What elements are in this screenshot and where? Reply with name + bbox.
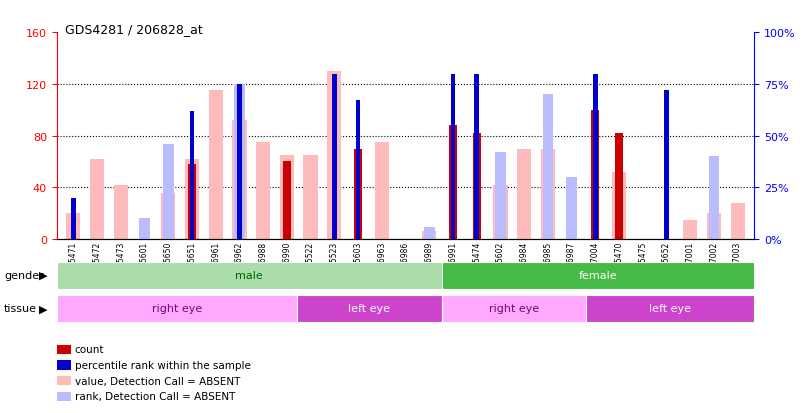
Bar	[706, 214, 721, 240]
Bar	[586, 295, 754, 322]
Bar	[493, 185, 508, 240]
Text: female: female	[578, 271, 617, 281]
Bar	[280, 156, 294, 240]
Bar	[709, 157, 719, 240]
Text: percentile rank within the sample: percentile rank within the sample	[75, 360, 251, 370]
Bar	[234, 85, 245, 240]
Text: gender: gender	[4, 271, 44, 280]
Bar	[237, 85, 242, 240]
Bar	[591, 110, 599, 240]
Text: count: count	[75, 344, 104, 354]
Bar	[448, 126, 457, 240]
Bar	[298, 295, 441, 322]
Bar	[71, 198, 75, 240]
Bar	[731, 204, 744, 240]
Text: left eye: left eye	[349, 304, 390, 314]
Text: right eye: right eye	[152, 304, 202, 314]
Bar	[424, 227, 435, 240]
Text: value, Detection Call = ABSENT: value, Detection Call = ABSENT	[75, 376, 240, 386]
Bar	[566, 178, 577, 240]
Bar	[303, 156, 318, 240]
Bar	[541, 149, 555, 240]
Bar	[332, 74, 337, 240]
Text: left eye: left eye	[649, 304, 691, 314]
Bar	[90, 159, 105, 240]
Text: ▶: ▶	[39, 304, 47, 313]
Bar	[208, 91, 223, 240]
Bar	[67, 214, 80, 240]
Bar	[356, 101, 360, 240]
Bar	[611, 173, 626, 240]
Text: tissue: tissue	[4, 304, 37, 313]
Bar	[57, 262, 441, 289]
Bar	[163, 145, 174, 240]
Bar	[139, 219, 150, 240]
Bar	[422, 232, 436, 240]
Bar	[188, 165, 196, 240]
Bar	[375, 143, 389, 240]
Bar	[441, 295, 586, 322]
Bar	[473, 134, 481, 240]
Bar	[451, 74, 455, 240]
Bar	[114, 185, 128, 240]
Bar	[57, 295, 298, 322]
Bar	[615, 134, 623, 240]
Bar	[441, 262, 754, 289]
Text: GDS4281 / 206828_at: GDS4281 / 206828_at	[65, 23, 203, 36]
Bar	[190, 112, 195, 240]
Bar	[543, 95, 553, 240]
Text: ▶: ▶	[39, 271, 47, 280]
Bar	[683, 220, 697, 240]
Bar	[593, 74, 598, 240]
Text: rank, Detection Call = ABSENT: rank, Detection Call = ABSENT	[75, 392, 235, 401]
Bar	[474, 74, 479, 240]
Bar	[354, 149, 363, 240]
Bar	[495, 153, 506, 240]
Bar	[232, 121, 247, 240]
Text: right eye: right eye	[488, 304, 539, 314]
Text: male: male	[235, 271, 263, 281]
Bar	[256, 143, 270, 240]
Bar	[283, 162, 291, 240]
Bar	[161, 193, 175, 240]
Bar	[517, 149, 531, 240]
Bar	[664, 91, 669, 240]
Bar	[185, 159, 200, 240]
Bar	[327, 72, 341, 240]
